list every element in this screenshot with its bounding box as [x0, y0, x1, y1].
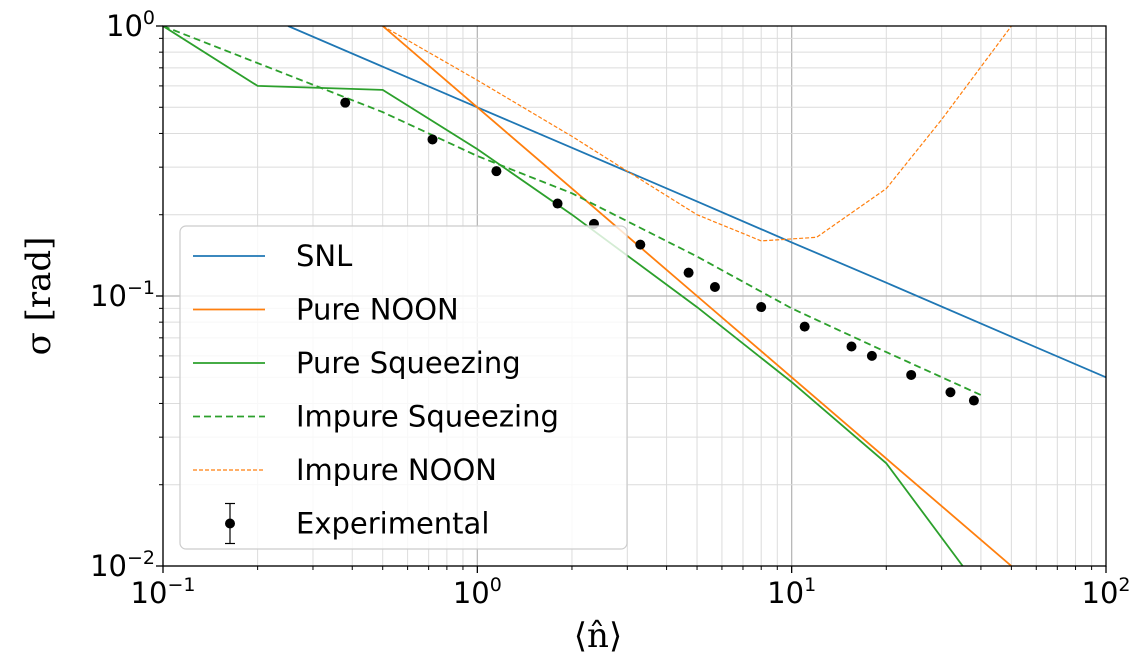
y-tick-label: 100 [106, 7, 155, 43]
x-axis-label: ⟨n̂⟩ [574, 616, 622, 656]
experimental-point [968, 395, 979, 406]
legend-label-experimental: Experimental [296, 507, 489, 541]
experimental-point [552, 198, 563, 209]
legend-label-impure-noon: Impure NOON [296, 453, 497, 487]
experimental-point [491, 166, 502, 177]
experimental-point [846, 341, 857, 352]
x-tick-label: 10−1 [131, 574, 196, 610]
legend-label-impure-squeezing: Impure Squeezing [296, 400, 559, 434]
experimental-point [906, 369, 917, 380]
experimental-point [799, 321, 810, 332]
x-tick-label: 101 [767, 574, 816, 610]
experimental-point [866, 350, 877, 361]
experimental-point [683, 267, 694, 278]
experimental-point [709, 281, 720, 292]
x-tick-label: 100 [453, 574, 502, 610]
y-tick-label: 10−1 [90, 277, 155, 313]
series-line-pure-noon [382, 26, 1012, 566]
legend-label-pure-noon: Pure NOON [296, 293, 459, 327]
legend-marker-experimental [225, 518, 235, 529]
legend-box [179, 225, 628, 550]
legend: SNL Pure NOON Pure Squeezing Impure Squeezi… [179, 225, 628, 550]
y-tick-label: 10−2 [90, 547, 155, 583]
series-clip-group [163, 26, 1106, 566]
experimental-point [756, 302, 767, 313]
y-axis-label: σ [rad] [19, 237, 59, 356]
legend-label-pure-squeezing: Pure Squeezing [296, 346, 521, 380]
experimental-point [945, 387, 956, 398]
experimental-point [427, 134, 438, 145]
series-line-snl [287, 26, 1106, 379]
x-tick-label: 102 [1082, 574, 1131, 610]
series-line-impure-noon [382, 26, 1012, 242]
series-layer [163, 26, 1106, 566]
series-line-impure-squeezing [163, 26, 982, 396]
experimental-point [340, 97, 351, 108]
experimental-point [635, 239, 646, 250]
series-line-pure-squeezing [163, 26, 964, 566]
legend-label-snl: SNL [296, 239, 352, 273]
